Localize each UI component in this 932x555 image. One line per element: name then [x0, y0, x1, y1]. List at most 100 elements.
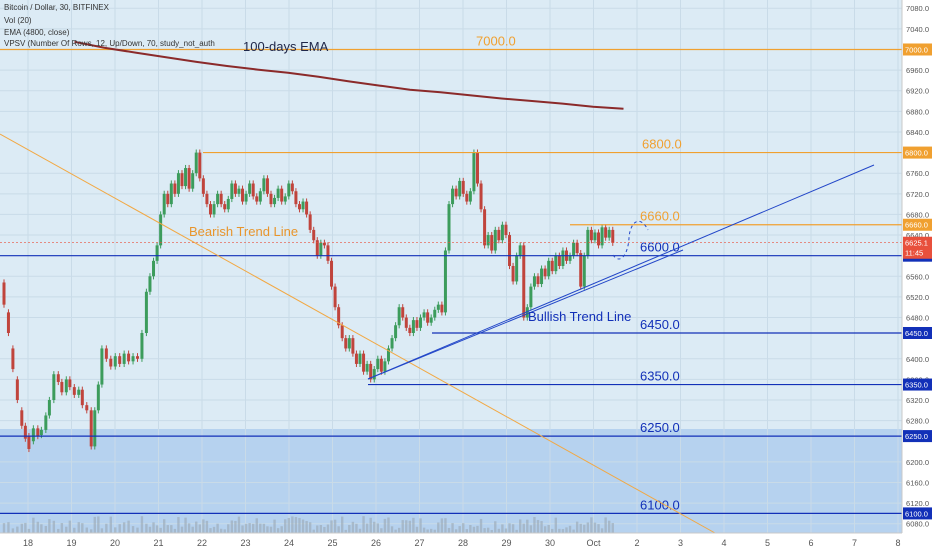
volume-bar: [437, 522, 440, 533]
volume-bar: [152, 522, 155, 533]
volume-bar: [397, 527, 401, 533]
volume-bar: [184, 517, 187, 533]
volume-bar: [166, 525, 169, 533]
volume-bar: [195, 521, 198, 533]
volume-bar: [284, 519, 287, 533]
y-tick-label: 6520.0: [906, 293, 929, 302]
candle-body: [422, 312, 426, 318]
ema-label: 100-days EMA: [243, 39, 329, 54]
volume-bar: [426, 529, 429, 533]
candle-body: [532, 276, 536, 287]
candle-body: [365, 363, 369, 372]
volume-bar: [319, 524, 323, 533]
candle-body: [518, 245, 522, 256]
candle-body: [515, 255, 519, 282]
bearish-trend-line[interactable]: [0, 133, 716, 534]
candle-body: [344, 338, 348, 349]
volume-bar: [501, 524, 504, 533]
bullish-trend-line-upper[interactable]: [367, 164, 875, 380]
candle-body: [64, 379, 68, 393]
candle-body: [6, 312, 10, 333]
candle-body: [454, 188, 458, 197]
last-price-text: 6625.1: [905, 239, 928, 248]
x-tick-label: 2: [634, 538, 639, 548]
volume-bar: [276, 528, 280, 533]
candle-body: [308, 214, 312, 230]
volume-bar: [333, 519, 337, 533]
volume-bar: [230, 520, 234, 533]
volume-bar: [316, 525, 319, 533]
x-tick-label: 23: [240, 538, 250, 548]
volume-bar: [20, 523, 23, 533]
candle-body: [11, 348, 15, 370]
level-price-tag-text: 6250.0: [905, 432, 928, 441]
volume-bar: [60, 523, 64, 533]
last-price-tag: [903, 236, 932, 259]
candle-body: [162, 193, 166, 215]
candle-body: [429, 317, 433, 323]
volume-bar: [159, 527, 162, 533]
candle-body: [443, 250, 447, 313]
candle-body: [280, 188, 284, 202]
candle-body: [354, 353, 358, 364]
candle-body: [490, 235, 494, 251]
candle-body: [550, 260, 554, 272]
volume-bar: [131, 526, 135, 533]
volume-bar: [444, 518, 447, 533]
candle-body: [60, 381, 64, 393]
candle-body: [77, 389, 81, 395]
volume-bar: [323, 526, 326, 533]
volume-bar: [219, 528, 223, 533]
volume-bar: [187, 523, 191, 533]
candle-body: [440, 304, 444, 313]
bullish-trend-line-lower[interactable]: [367, 249, 684, 380]
annotations: 100-days EMA Bearish Trend Line Bullish …: [189, 39, 631, 324]
volume-bar: [255, 518, 258, 533]
candle-body: [155, 245, 159, 261]
volume-bar: [348, 524, 351, 533]
candle-body: [140, 332, 144, 359]
volume-bar: [543, 526, 547, 533]
level-price-tag-text: 6660.0: [905, 221, 928, 230]
candle-body: [465, 193, 469, 202]
volume-bar: [497, 528, 501, 533]
candle-body: [144, 291, 148, 333]
candle-body: [173, 183, 177, 194]
volume-bar: [583, 524, 586, 533]
volume-bar: [472, 526, 476, 533]
volume-bar: [68, 520, 72, 533]
volume-bar: [586, 522, 590, 533]
volume-bar: [469, 525, 472, 533]
volume-bar: [519, 519, 522, 533]
candle-body: [122, 353, 126, 364]
volume-bar: [351, 521, 355, 533]
volume-bar: [209, 528, 212, 533]
y-tick-label: 6840.0: [906, 128, 929, 137]
volume-bar: [227, 524, 230, 533]
candle-body: [96, 384, 100, 411]
volume-bar: [90, 529, 93, 533]
candle-body: [208, 204, 212, 215]
volume-bar: [48, 519, 51, 533]
volume-bar: [177, 517, 180, 533]
volume-bar: [180, 526, 184, 533]
volume-bar: [494, 521, 497, 533]
candle-body: [255, 196, 259, 202]
x-tick-label: 5: [765, 538, 770, 548]
volume-bar: [526, 519, 529, 533]
volume-bar: [312, 529, 315, 533]
volume-bar: [558, 528, 561, 533]
candle-body: [322, 242, 326, 246]
volume-bar: [81, 523, 84, 533]
candle-body: [248, 183, 252, 194]
volume-bar: [234, 520, 237, 533]
candle-body: [486, 235, 490, 246]
price-axis-background: [902, 0, 932, 550]
volume-bar: [608, 520, 611, 533]
candle-body: [104, 348, 108, 359]
candle-body: [287, 183, 291, 197]
candle-body: [319, 242, 323, 256]
volume-bar: [365, 523, 369, 533]
candle-body: [312, 229, 316, 241]
